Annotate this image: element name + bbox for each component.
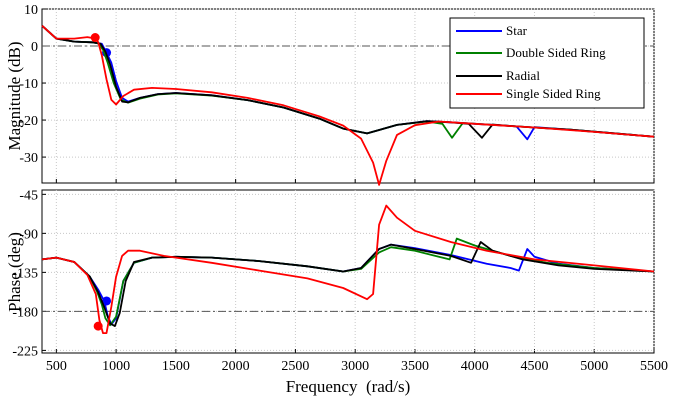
magnitude-plot: 10 0 -10 -20 -30 Magnitude (dB) Star Double … — [5, 3, 655, 186]
x-tick-label: 4500 — [520, 359, 548, 374]
phase-y-tick-labels: -45 -90 -135 -180 -225 — [12, 188, 38, 359]
legend-label-double-sided-ring: Double Sided Ring — [506, 45, 606, 60]
magnitude-y-axis-label: Magnitude (dB) — [5, 41, 24, 150]
legend: Star Double Sided Ring Radial Single Sid… — [449, 17, 645, 109]
x-tick-labels: 500 1000 1500 2000 2500 3000 3500 4000 4500 5000 5… — [46, 359, 668, 374]
phase-y-tick-label: -135 — [12, 266, 38, 281]
x-tick-label: 1000 — [102, 359, 130, 374]
x-axis-label: Frequency (rad/s) — [286, 377, 411, 396]
phase-plot: -45 -90 -135 -180 -225 Phase (deg) — [5, 188, 655, 359]
x-tick-label: 2000 — [222, 359, 250, 374]
x-tick-label: 1500 — [162, 359, 190, 374]
phase-y-tick-label: -225 — [12, 344, 38, 359]
magnitude-y-tick-labels: 10 0 -10 -20 -30 — [19, 3, 38, 166]
phase-y-axis-label: Phase (deg) — [5, 232, 24, 312]
phase-series-single-sided-ring — [41, 204, 655, 335]
magnitude-series — [41, 25, 655, 186]
legend-label-single-sided-ring: Single Sided Ring — [506, 86, 601, 101]
magnitude-marker-single-sided-ring — [90, 33, 100, 43]
magnitude-y-tick-label: -30 — [19, 151, 38, 166]
x-tick-label: 5500 — [640, 359, 668, 374]
legend-label-radial: Radial — [506, 68, 540, 83]
x-tick-label: 3000 — [341, 359, 369, 374]
x-tick-label: 4000 — [461, 359, 489, 374]
phase-marker-single-sided-ring — [93, 321, 103, 331]
phase-marker-star — [102, 296, 112, 306]
x-tick-label: 5000 — [580, 359, 608, 374]
magnitude-series-single-sided-ring — [41, 25, 655, 186]
x-tick-label: 500 — [46, 359, 67, 374]
magnitude-y-tick-label: -20 — [19, 114, 38, 129]
x-tick-label: 3500 — [401, 359, 429, 374]
magnitude-y-tick-label: 0 — [31, 40, 38, 55]
phase-y-tick-label: -180 — [12, 305, 38, 320]
phase-y-tick-label: -45 — [19, 188, 38, 203]
magnitude-y-tick-label: 10 — [24, 3, 38, 18]
x-tick-label: 2500 — [281, 359, 309, 374]
phase-y-tick-label: -90 — [19, 227, 38, 242]
phase-series-radial — [41, 241, 655, 328]
phase-series — [41, 204, 655, 335]
legend-label-star: Star — [506, 23, 528, 38]
magnitude-y-tick-label: -10 — [19, 77, 38, 92]
